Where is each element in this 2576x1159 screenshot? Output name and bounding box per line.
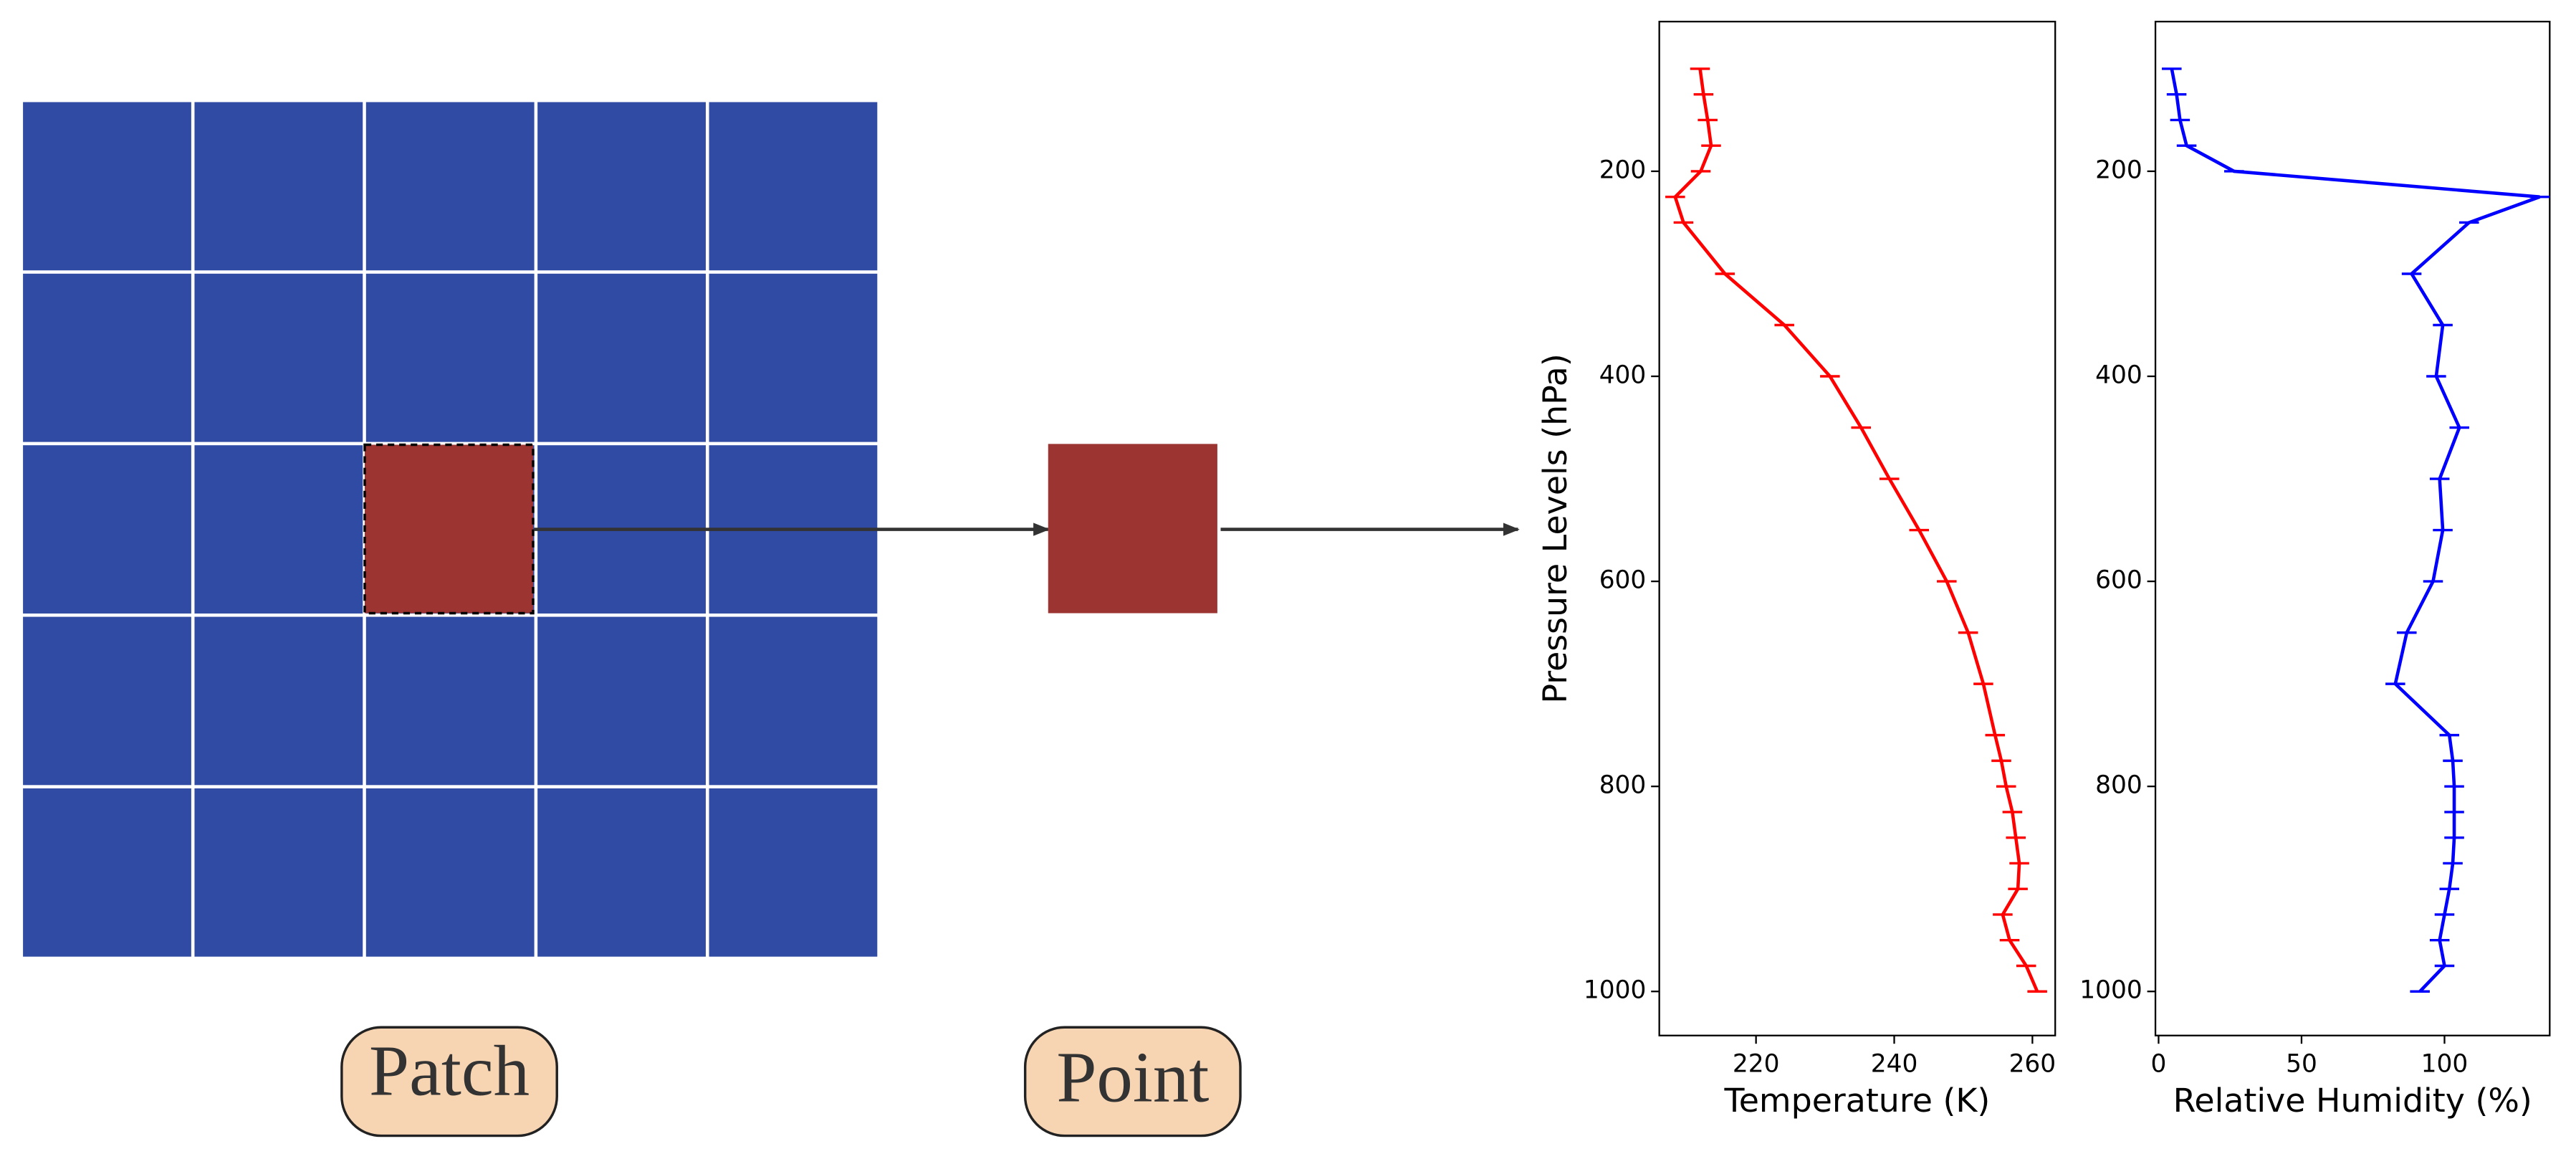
y-tick-label: 800	[2095, 771, 2142, 800]
x-tick-label: 50	[2286, 1050, 2317, 1079]
grid-cell	[194, 273, 363, 442]
grid-cell	[709, 102, 878, 271]
point-pill	[1023, 1026, 1242, 1137]
y-tick-label: 400	[2095, 361, 2142, 390]
point-square	[1048, 444, 1217, 614]
profile-line	[2170, 68, 2541, 993]
grid-cell	[194, 616, 363, 786]
x-tick-label: 260	[2009, 1050, 2057, 1079]
grid-cell	[537, 273, 706, 442]
y-tick-label: 200	[1599, 156, 1647, 184]
y-tick-label: 600	[1599, 566, 1647, 595]
y-tick-label: 600	[2095, 566, 2142, 595]
grid-cell	[537, 788, 706, 957]
y-tick-label: 1000	[2079, 976, 2142, 1005]
x-tick-label: 240	[1871, 1050, 1918, 1079]
grid-cell	[709, 788, 878, 957]
grid-cell	[365, 273, 535, 442]
grid-cell	[23, 102, 191, 271]
y-tick-label: 800	[1599, 771, 1647, 800]
grid-cell	[23, 788, 191, 957]
y-tick-label: 1000	[1584, 976, 1646, 1005]
x-axis-label: Temperature (K)	[1724, 1081, 1991, 1120]
grid-cell	[365, 616, 535, 786]
axes-frame	[1658, 20, 2057, 1036]
x-axis-label: Relative Humidity (%)	[2173, 1081, 2532, 1120]
grid-cell	[23, 616, 191, 786]
selected-cell	[363, 443, 535, 615]
grid-cell	[365, 102, 535, 271]
grid-cell	[23, 273, 191, 442]
grid-cell	[23, 445, 191, 614]
x-tick-label: 100	[2421, 1050, 2469, 1079]
grid-cell	[537, 102, 706, 271]
x-tick-label: 0	[2151, 1050, 2167, 1079]
grid-cell	[194, 788, 363, 957]
y-tick-label: 200	[2095, 156, 2142, 184]
grid-cell	[537, 616, 706, 786]
grid-cell	[709, 273, 878, 442]
y-tick-label: 400	[1599, 361, 1647, 390]
grid-cell	[194, 445, 363, 614]
grid-cell	[709, 616, 878, 786]
profile-line	[1673, 68, 2039, 993]
grid-cell	[365, 788, 535, 957]
patch-label: Patch	[369, 1030, 530, 1110]
point-label: Point	[1056, 1037, 1209, 1117]
grid-cell	[194, 102, 363, 271]
patch-pill	[340, 1026, 558, 1137]
x-tick-label: 220	[1733, 1050, 1780, 1079]
axes-frame	[2154, 20, 2551, 1036]
y-axis-label: Pressure Levels (hPa)	[1536, 353, 1574, 703]
